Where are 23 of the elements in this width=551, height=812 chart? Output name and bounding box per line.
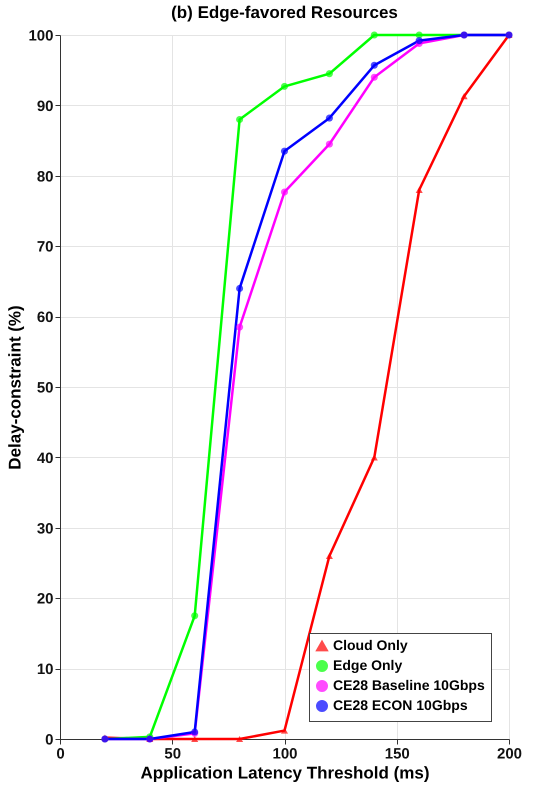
legend-label: CE28 Baseline 10Gbps	[333, 677, 485, 693]
y-tick-label: 10	[36, 661, 54, 678]
y-axis-title: Delay-constraint (%)	[5, 305, 24, 470]
y-tick-label: 50	[36, 380, 54, 396]
legend-label: Cloud Only	[333, 637, 408, 653]
y-tick-label: 30	[36, 520, 54, 538]
y-tick-label: 40	[36, 450, 54, 467]
x-axis-title: Application Latency Threshold (ms)	[140, 764, 430, 782]
y-tick-label: 80	[36, 168, 54, 186]
y-tick-label: 20	[36, 590, 54, 608]
y-tick-label: 60	[36, 309, 54, 326]
x-tick-label: 150	[384, 746, 410, 762]
x-tick-label: 50	[164, 746, 182, 762]
legend-label: CE28 ECON 10Gbps	[333, 697, 468, 713]
y-tick-label: 100	[28, 28, 54, 44]
y-tick-label: 90	[36, 98, 54, 115]
legend-label: Edge Only	[333, 657, 402, 673]
x-tick-label: 0	[56, 746, 65, 762]
chart-title: (b) Edge-favored Resources	[171, 3, 398, 22]
y-tick-label: 70	[36, 238, 54, 256]
y-tick-label: 0	[45, 732, 54, 748]
x-tick-label: 200	[496, 746, 522, 762]
x-tick-label: 100	[272, 746, 298, 762]
